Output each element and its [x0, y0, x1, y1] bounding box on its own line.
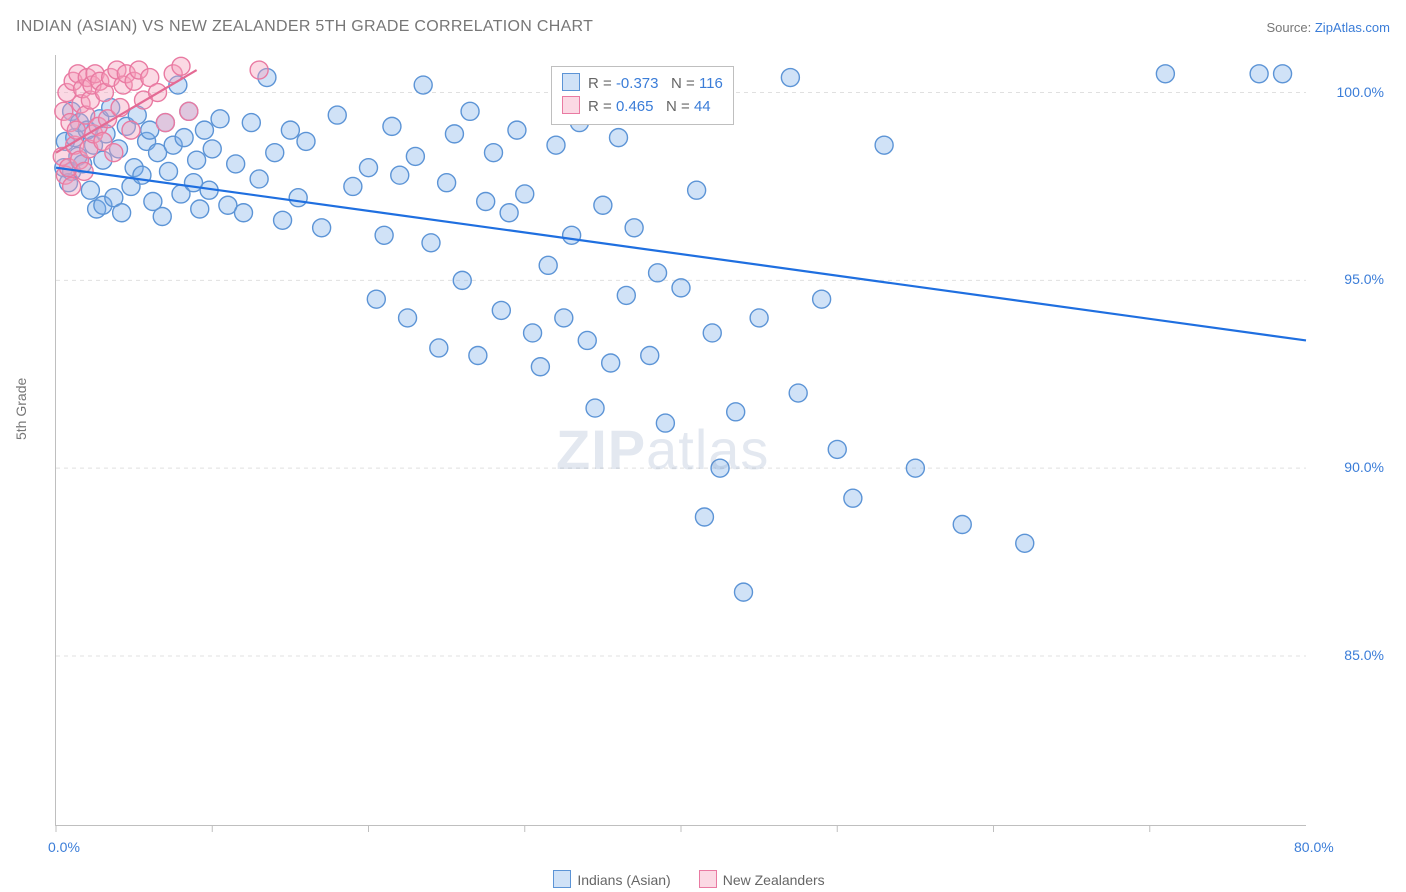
corr-r-value: -0.373 [616, 75, 659, 92]
series-indians [55, 65, 1292, 601]
x-tick-label-max: 80.0% [1294, 839, 1334, 855]
corr-r-value: 0.465 [616, 98, 654, 115]
legend-swatch-newzealanders [699, 870, 717, 888]
corr-swatch-newzealanders [562, 96, 580, 114]
corr-row-indians: R = -0.373 N = 116 [562, 73, 723, 96]
corr-n-value: 116 [699, 75, 723, 92]
plot-svg [56, 55, 1306, 825]
source-link[interactable]: ZipAtlas.com [1315, 20, 1390, 35]
x-tick-label-min: 0.0% [48, 839, 80, 855]
correlation-values-box: R = -0.373 N = 116R = 0.465 N = 44 [551, 66, 734, 125]
corr-r-label: R = [588, 98, 616, 115]
corr-n-label: N = [671, 75, 699, 92]
scatter-plot-area: ZIPatlas R = -0.373 N = 116R = 0.465 N =… [55, 55, 1306, 826]
bottom-legend: Indians (Asian) New Zealanders [0, 870, 1406, 888]
corr-swatch-indians [562, 73, 580, 91]
chart-header: INDIAN (ASIAN) VS NEW ZEALANDER 5TH GRAD… [16, 18, 1390, 42]
legend-swatch-indians [553, 870, 571, 888]
legend-item-indians: Indians (Asian) [553, 872, 670, 888]
y-tick-label: 90.0% [1324, 459, 1384, 475]
legend-label-indians: Indians (Asian) [577, 872, 670, 888]
corr-n-value: 44 [694, 98, 711, 115]
corr-row-newzealanders: R = 0.465 N = 44 [562, 96, 723, 119]
legend-item-newzealanders: New Zealanders [699, 872, 825, 888]
source-prefix: Source: [1266, 20, 1314, 35]
legend-label-newzealanders: New Zealanders [723, 872, 825, 888]
y-tick-label: 85.0% [1324, 647, 1384, 663]
y-axis-label: 5th Grade [13, 378, 29, 440]
corr-r-label: R = [588, 75, 616, 92]
y-tick-label: 100.0% [1324, 84, 1384, 100]
chart-title: INDIAN (ASIAN) VS NEW ZEALANDER 5TH GRAD… [16, 18, 593, 35]
y-tick-label: 95.0% [1324, 271, 1384, 287]
source-attribution: Source: ZipAtlas.com [1266, 20, 1390, 35]
corr-n-label: N = [666, 98, 694, 115]
